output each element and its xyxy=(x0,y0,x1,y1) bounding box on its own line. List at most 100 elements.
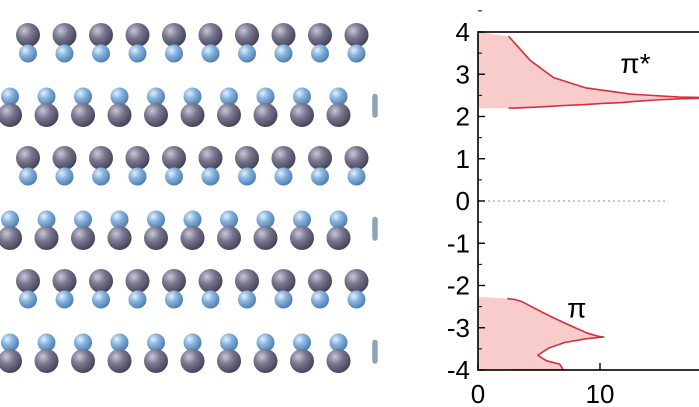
large-atom xyxy=(162,23,186,47)
y-tick-label: -3 xyxy=(447,313,470,343)
large-atom xyxy=(308,269,332,293)
small-atom xyxy=(74,87,92,106)
large-atom xyxy=(16,23,40,47)
large-atom xyxy=(253,103,278,127)
small-atom xyxy=(92,167,110,186)
large-atom xyxy=(34,103,59,127)
small-atom xyxy=(201,44,220,63)
lattice-bonds xyxy=(7,32,378,364)
large-atom xyxy=(71,226,95,250)
large-atom xyxy=(271,269,296,293)
small-atom xyxy=(256,87,275,106)
x-tick-label: 0 xyxy=(471,379,485,407)
small-atom xyxy=(92,44,110,63)
large-atom xyxy=(308,23,332,47)
small-atom xyxy=(37,210,56,229)
large-atom xyxy=(290,349,314,373)
small-atom xyxy=(1,210,19,229)
large-atom xyxy=(125,23,150,47)
small-atom xyxy=(238,290,256,309)
small-atom xyxy=(1,87,19,106)
annotation-pi: π xyxy=(567,292,586,323)
small-atom xyxy=(147,333,165,352)
large-atom xyxy=(180,226,205,250)
small-atom xyxy=(347,167,366,186)
dos-fill-areas xyxy=(478,32,699,370)
small-atom xyxy=(19,290,37,309)
large-atom xyxy=(89,23,113,47)
small-atom xyxy=(165,44,183,63)
large-atom xyxy=(198,269,223,293)
large-atom xyxy=(326,226,351,250)
large-atom xyxy=(235,23,259,47)
y-tick-label: 2 xyxy=(456,102,470,132)
small-atom xyxy=(347,44,366,63)
small-atom xyxy=(92,290,110,309)
small-atom xyxy=(220,333,238,352)
large-atom xyxy=(217,226,241,250)
small-atom xyxy=(183,210,202,229)
y-tick-label: 3 xyxy=(456,59,470,89)
large-atom xyxy=(308,146,332,170)
lattice-atoms xyxy=(0,23,369,373)
large-atom xyxy=(180,103,205,127)
small-atom xyxy=(128,290,147,309)
large-atom xyxy=(344,23,369,47)
small-atom xyxy=(1,333,19,352)
band-annotations: π* π xyxy=(567,48,650,324)
large-atom xyxy=(344,146,369,170)
annotation-pi-star: π* xyxy=(620,48,650,79)
y-tick-label: 1 xyxy=(456,144,470,174)
large-atom xyxy=(71,103,95,127)
small-atom xyxy=(37,333,56,352)
large-atom xyxy=(71,349,95,373)
small-atom xyxy=(74,210,92,229)
small-atom xyxy=(347,290,366,309)
small-atom xyxy=(329,333,348,352)
large-atom xyxy=(271,146,296,170)
small-atom xyxy=(165,167,183,186)
large-atom xyxy=(144,103,168,127)
large-atom xyxy=(107,226,132,250)
large-atom xyxy=(290,226,314,250)
large-atom xyxy=(253,226,278,250)
large-atom xyxy=(253,349,278,373)
large-atom xyxy=(89,146,113,170)
large-atom xyxy=(52,23,77,47)
small-atom xyxy=(165,290,183,309)
small-atom xyxy=(311,167,329,186)
large-atom xyxy=(107,103,132,127)
x-tick-label: 10 xyxy=(586,379,615,407)
small-atom xyxy=(274,167,293,186)
large-atom xyxy=(107,349,132,373)
small-atom xyxy=(238,167,256,186)
large-atom xyxy=(0,226,22,250)
large-atom xyxy=(52,269,77,293)
large-atom xyxy=(235,269,259,293)
large-atom xyxy=(235,146,259,170)
x-tick-labels: 0 10 xyxy=(471,379,615,407)
y-tick-label: -4 xyxy=(447,355,470,385)
large-atom xyxy=(144,226,168,250)
small-atom xyxy=(220,87,238,106)
y-tick-label: 4 xyxy=(456,17,470,47)
dos-band-fill-0 xyxy=(478,32,699,109)
small-atom xyxy=(183,333,202,352)
large-atom xyxy=(217,103,241,127)
large-atom xyxy=(0,103,22,127)
chart-axes xyxy=(477,10,699,371)
dos-band-line-0 xyxy=(507,35,699,109)
small-atom xyxy=(293,210,311,229)
small-atom xyxy=(74,333,92,352)
small-atom xyxy=(128,167,147,186)
large-atom xyxy=(326,349,351,373)
large-atom xyxy=(290,103,314,127)
y-tick-labels: 4 3 2 1 0 -1 -2 -3 -4 xyxy=(447,17,470,385)
small-atom xyxy=(329,210,348,229)
large-atom xyxy=(34,349,59,373)
small-atom xyxy=(311,44,329,63)
large-atom xyxy=(125,146,150,170)
small-atom xyxy=(274,290,293,309)
